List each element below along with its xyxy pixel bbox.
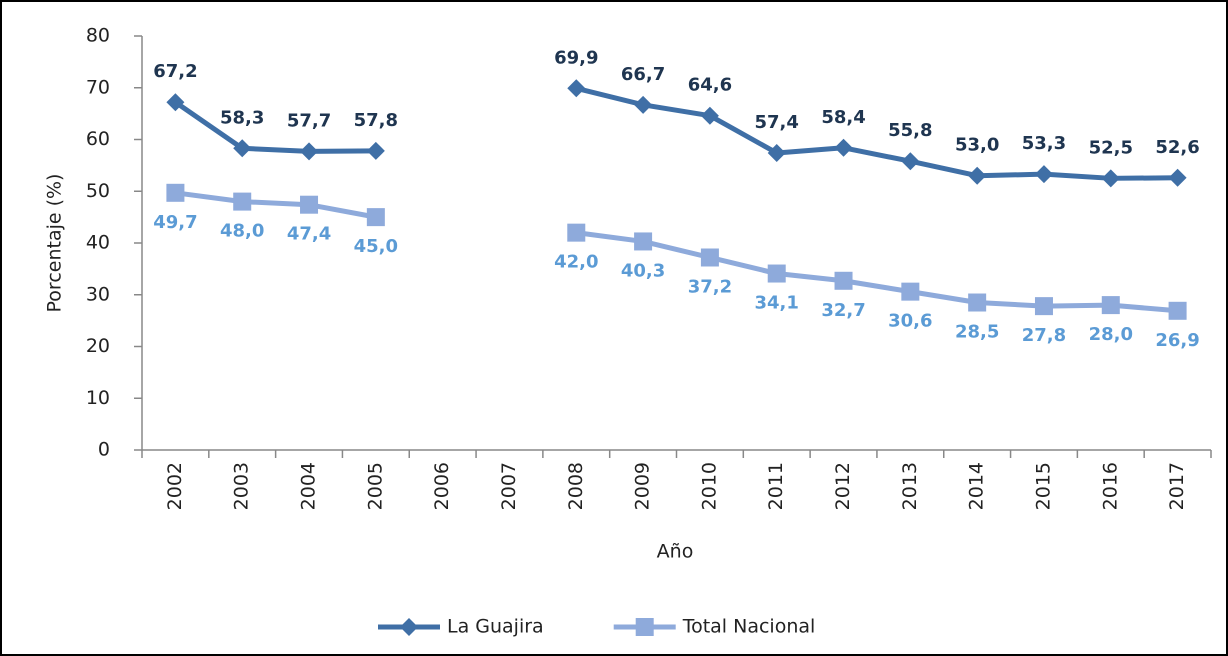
x-tick-label: 2017 [1166,462,1188,510]
value-label: 58,3 [220,107,264,128]
value-label: 55,8 [888,120,932,141]
marker [567,79,586,98]
x-tick-label: 2014 [966,462,988,510]
marker [634,232,653,251]
x-tick-label: 2008 [565,462,587,510]
marker [767,264,786,283]
marker [968,166,987,185]
value-label: 58,4 [821,107,865,128]
marker [366,208,385,227]
marker [233,139,252,158]
value-label: 69,9 [554,47,598,68]
x-tick-label: 2009 [632,462,654,510]
marker [233,192,252,211]
value-label: 49,7 [153,212,197,233]
y-tick-label: 50 [86,180,110,202]
marker [834,271,853,290]
x-axis-label: Año [657,541,694,563]
marker [1034,165,1053,184]
value-label: 28,5 [955,322,999,343]
value-label: 57,8 [354,110,398,131]
series-line [175,190,1178,314]
value-label: 27,8 [1022,325,1066,346]
marker [901,152,920,171]
marker [366,141,385,160]
x-tick-label: 2015 [1032,462,1054,510]
x-tick-label: 2002 [164,462,186,510]
marker [166,93,185,112]
value-label: 40,3 [621,260,665,281]
value-label: 53,0 [955,135,999,156]
marker [1101,296,1120,315]
value-label: 48,0 [220,221,264,242]
legend-label: La Guajira [447,616,544,638]
x-tick-label: 2006 [431,462,453,510]
value-label: 42,0 [554,252,598,273]
value-label: 52,5 [1089,137,1133,158]
value-label: 37,2 [688,276,732,297]
value-label: 26,9 [1155,330,1199,351]
value-label: 57,7 [287,110,331,131]
y-axis-label: Porcentaje (%) [44,174,66,313]
marker [166,183,185,202]
y-tick-label: 20 [86,335,110,357]
marker [1101,169,1120,188]
value-label: 67,2 [153,61,197,82]
marker [300,142,319,161]
marker [968,293,987,312]
y-tick-label: 80 [86,25,110,47]
value-label: 32,7 [821,300,865,321]
series-line [173,85,1178,181]
value-label: 53,3 [1022,133,1066,154]
y-tick-label: 10 [86,387,110,409]
marker [300,195,319,214]
marker [1168,301,1187,320]
value-label: 66,7 [621,64,665,85]
value-label: 28,0 [1089,324,1133,345]
y-tick-label: 0 [98,439,110,461]
value-label: 34,1 [755,293,799,314]
marker [700,106,719,125]
marker [767,143,786,162]
value-label: 30,6 [888,311,932,332]
value-label: 64,6 [688,75,732,96]
legend-label: Total Nacional [682,616,816,638]
y-tick-label: 30 [86,283,110,305]
value-label: 52,6 [1155,137,1199,158]
y-tick-label: 40 [86,232,110,254]
legend-marker [400,618,418,636]
value-label: 47,4 [287,224,331,245]
x-tick-label: 2013 [899,462,921,510]
x-tick-label: 2007 [498,462,520,510]
x-tick-label: 2010 [698,462,720,510]
marker [1168,168,1187,187]
marker [901,282,920,301]
value-label: 57,4 [755,112,799,133]
x-tick-label: 2011 [765,462,787,510]
legend-marker [635,618,654,636]
marker [634,95,653,114]
marker [567,223,586,242]
value-label: 45,0 [354,236,398,257]
marker [834,138,853,157]
marker [1034,297,1053,316]
marker [700,248,719,267]
x-tick-label: 2012 [832,462,854,510]
x-tick-label: 2005 [364,462,386,510]
x-tick-label: 2004 [298,462,320,510]
x-tick-label: 2016 [1099,462,1121,510]
x-tick-label: 2003 [231,462,253,510]
y-tick-label: 60 [86,128,110,150]
y-tick-label: 70 [86,76,110,98]
